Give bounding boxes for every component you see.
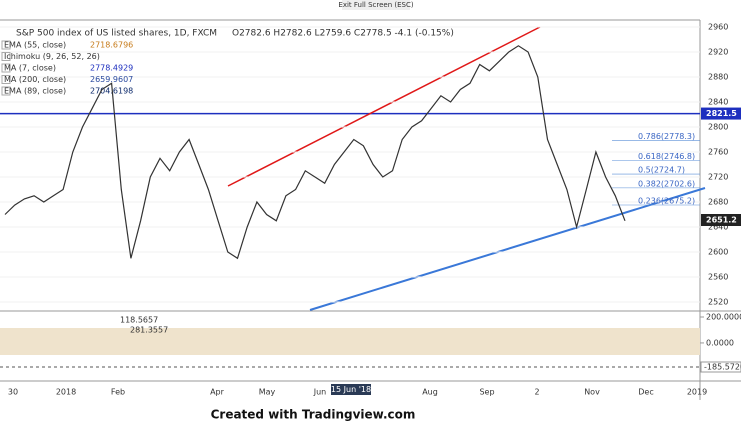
price-line: [4, 45, 626, 260]
legend-name: EMA (55, close): [4, 41, 66, 50]
y-tick-label: 2960: [708, 23, 728, 32]
trendline: [227, 26, 541, 187]
osc-current-label: -185.5720: [704, 363, 741, 372]
x-tick-label: Aug: [422, 388, 438, 397]
legend-swatch: [1, 40, 11, 50]
legend-swatch: [1, 86, 11, 96]
y-tick-label: 2680: [708, 198, 728, 207]
price-tag: [701, 214, 741, 226]
legend-swatch: [1, 52, 11, 61]
y-tick-label: 2720: [708, 173, 728, 182]
y-tick-label: 2520: [708, 298, 728, 307]
y-tick-label: 2640: [708, 223, 728, 232]
fib-label: 0.618(2746.8): [638, 152, 695, 161]
y-tick-label: 2760: [708, 148, 728, 157]
osc-band: [0, 328, 700, 355]
legend-value: 2704.6198: [90, 87, 133, 96]
price-tag-label: 2651.2: [706, 216, 737, 225]
y2-tick-label: 200.0000: [706, 313, 741, 322]
legend-name: Ichimoku (9, 26, 52, 26): [4, 52, 100, 61]
price-tag-label: 2821.5: [706, 109, 737, 118]
y-tick-label: 2920: [708, 48, 728, 57]
y-tick-label: 2840: [708, 98, 728, 107]
legend-name: EMA (89, close): [4, 87, 66, 96]
y2-tick-label: 0.0000: [706, 338, 734, 347]
legend-value: 2718.6796: [90, 41, 133, 50]
legend-swatch: [1, 75, 11, 84]
osc-current-box: [700, 361, 741, 373]
y-tick-label: 2880: [708, 73, 728, 82]
x-tick-label: 2018: [56, 388, 76, 397]
footer: Created with Tradingview.com: [211, 408, 416, 422]
crosshair-label: 15 Jun '18: [331, 385, 371, 394]
fib-label: 0.236(2675.2): [638, 197, 695, 206]
legend-name: MA (7, close): [4, 64, 56, 73]
ohlc: O2782.6 H2782.6 L2759.6 C2778.5 -4.1 (-0…: [232, 29, 454, 39]
x-tick-label: Feb: [111, 388, 125, 397]
fib-label: 0.5(2724.7): [638, 166, 685, 175]
exit-button[interactable]: [342, 0, 410, 10]
x-tick-label: Apr: [210, 388, 225, 397]
osc-value: 118.5657: [120, 316, 158, 325]
x-tick-label: May: [259, 388, 276, 397]
x-tick-label: Jun: [313, 388, 327, 397]
x-tick-label: 2019: [687, 388, 707, 397]
osc-value: 281.3557: [130, 326, 168, 335]
legend-value: 2659.9607: [90, 75, 133, 84]
x-tick-label: 30: [8, 388, 18, 397]
exit-text[interactable]: Exit Full Screen (ESC): [338, 1, 413, 9]
x-tick-label: Sep: [479, 388, 494, 397]
fib-label: 0.786(2778.3): [638, 132, 695, 141]
price-tag: [701, 107, 741, 120]
legend-swatch: [1, 63, 11, 73]
y-tick-label: 2800: [708, 123, 728, 132]
trendline: [309, 187, 706, 311]
fib-label: 0.382(2702.6): [638, 179, 695, 188]
crosshair-box: [331, 384, 371, 395]
legend-name: MA (200, close): [4, 75, 66, 84]
x-tick-label: Dec: [638, 388, 653, 397]
x-tick-label: 2: [534, 388, 539, 397]
y-tick-label: 2560: [708, 273, 728, 282]
y-tick-label: 2600: [708, 248, 728, 257]
x-tick-label: Nov: [584, 388, 600, 397]
title: S&P 500 index of US listed shares, 1D, F…: [16, 29, 217, 39]
legend-value: 2778.4929: [90, 64, 133, 73]
